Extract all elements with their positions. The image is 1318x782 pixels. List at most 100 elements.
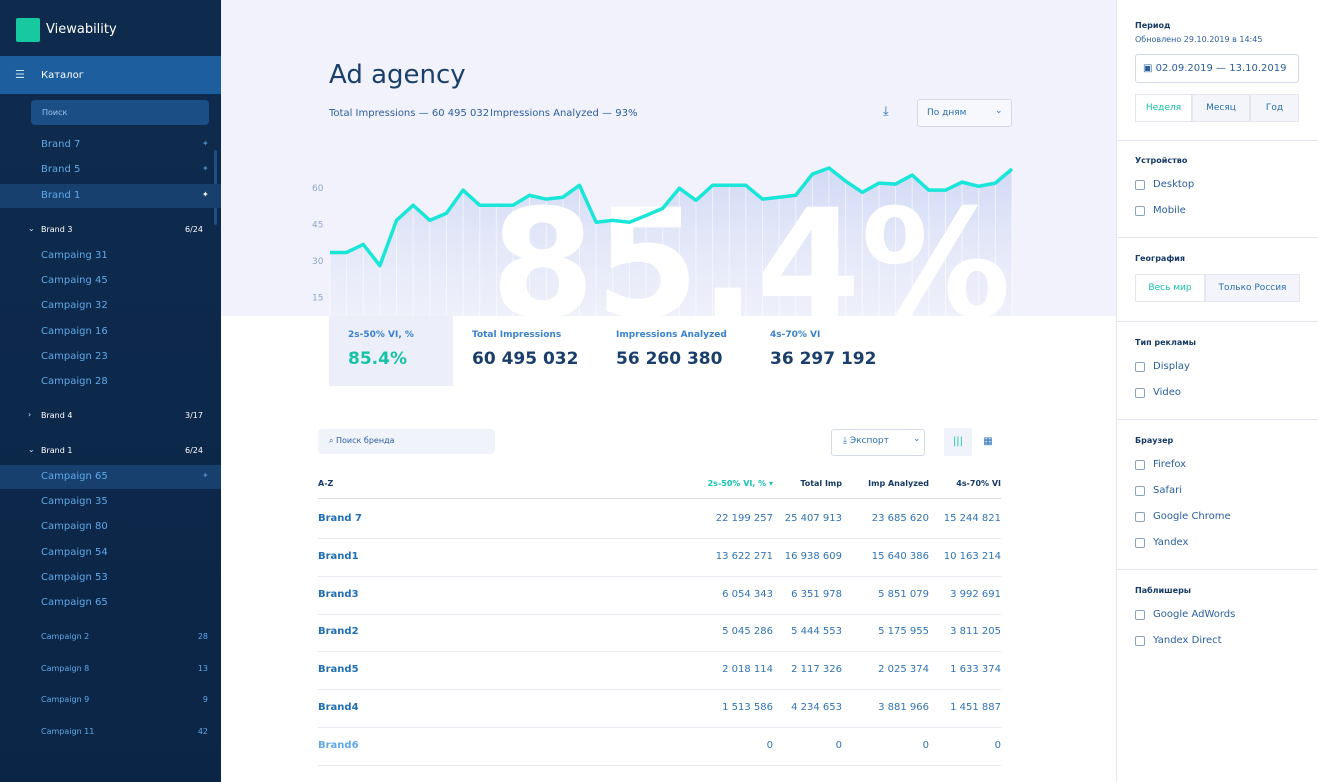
export-button[interactable] [831,429,925,456]
group-name[interactable]: Brand 4 [41,411,73,420]
checkbox[interactable] [1135,512,1145,522]
campaign-count: 28 [197,632,208,641]
campaign[interactable]: Campaign 9 [41,695,90,705]
group-name[interactable]: Brand 3 [41,225,73,234]
cell: 2 117 326 [791,664,842,676]
th[interactable]: Imp Analyzed [868,479,929,488]
campaign[interactable]: Campaign 65 [41,471,108,482]
campaign[interactable]: Campaign 11 [41,726,95,736]
granularity-option[interactable]: Неделя [1135,94,1192,122]
brand-name[interactable]: Brand2 [318,626,359,638]
brand-name[interactable]: Brand1 [318,550,359,562]
brand-name[interactable]: Brand 7 [318,513,363,524]
date-range-box[interactable] [1135,54,1299,83]
watermark: 85.4% [491,178,1011,316]
campaign[interactable]: Campaign 54 [41,546,108,558]
row-rule [318,538,1001,539]
campaign[interactable]: Campaign 16 [41,325,108,337]
th[interactable]: 2s-50% VI, % ▾ [707,479,773,488]
brand-name[interactable]: Brand3 [318,588,359,600]
geo-option[interactable]: Весь мир [1135,274,1205,302]
checkbox[interactable] [1135,610,1145,620]
view-grid[interactable]: ▦ [983,436,993,447]
checkbox[interactable] [1135,538,1145,548]
campaign[interactable]: Campaing 31 [41,250,108,261]
kpi-value: 36 297 192 [770,349,877,369]
updated: Обновлено 29.10.2019 в 14:45 [1135,35,1263,44]
search-box[interactable] [31,100,209,125]
brand-name[interactable]: Brand4 [318,702,359,713]
campaign[interactable]: Campaign 65 [41,597,108,608]
sec-title: Паблишеры [1135,586,1192,595]
campaign[interactable]: Campaign 32 [41,300,108,312]
sec-title: Устройство [1135,156,1188,165]
option[interactable]: Mobile [1153,205,1186,216]
th[interactable]: Total Imp [800,479,842,488]
brand-search[interactable] [318,429,495,454]
campaign[interactable]: Campaign 53 [41,571,108,583]
row-rule [318,575,1001,577]
row-highlight [0,183,221,208]
campaign-count: 13 [197,663,208,673]
option[interactable]: Google AdWords [1153,609,1236,620]
export-menu[interactable]: ⌄ [913,434,921,444]
pinned-item[interactable]: Brand 1 [41,189,81,201]
campaign[interactable]: Campaign 35 [41,496,108,508]
checkbox[interactable] [1135,206,1145,216]
th[interactable]: 4s-70% VI [956,479,1001,488]
option[interactable]: Video [1153,387,1182,398]
export-text: ⤓ Экспорт [843,436,889,446]
cell: 15 244 821 [943,513,1001,524]
granularity-option[interactable]: Месяц [1192,94,1250,122]
th[interactable]: A-Z [318,479,334,488]
campaign[interactable]: Campaign 80 [41,521,108,533]
cell: 16 938 609 [784,550,842,562]
campaign[interactable]: Campaign 2 [41,632,90,641]
brand-name[interactable]: Brand5 [318,664,359,676]
campaign[interactable]: Campaing 45 [41,275,108,287]
campaign[interactable]: Campaign 23 [41,350,108,362]
checkbox[interactable] [1135,636,1145,646]
checkbox[interactable] [1135,180,1145,190]
option[interactable]: Display [1153,361,1190,372]
sidebar: Viewability ☰ Каталог Поиск Brand 7 ✦ Brand 5 ✦… [0,0,221,782]
period-select[interactable] [917,99,1012,127]
view-columns[interactable]: ||| [944,428,972,456]
catalog[interactable]: Каталог [41,70,84,81]
option[interactable]: Firefox [1153,459,1187,470]
header-rule [318,498,1001,499]
chart: 15 30 45 60 85.4% [312,166,1014,316]
y-tick-label: 30 [312,257,324,267]
brand-name[interactable]: Brand6 [318,739,359,751]
campaign[interactable]: Campaign 8 [41,663,90,673]
catalog-icon: ☰ [15,68,25,81]
option[interactable]: Yandex [1153,537,1189,548]
divider [1117,140,1318,141]
campaign[interactable]: Campaign 28 [41,376,108,387]
sec-title: Период [1135,21,1171,30]
geo-option[interactable]: Только Россия [1205,274,1300,302]
group-name[interactable]: Brand 1 [41,446,73,455]
cell: 5 045 286 [722,626,773,638]
option[interactable]: Google Chrome [1153,511,1231,522]
cell: 3 881 966 [878,702,929,713]
kpi-value: 56 260 380 [616,349,723,369]
cell: 4 234 653 [791,702,842,713]
checkbox[interactable] [1135,362,1145,372]
granularity-option[interactable]: Год [1250,94,1299,122]
catalog-row[interactable] [0,56,221,94]
checkbox[interactable] [1135,460,1145,470]
pinned-item[interactable]: Brand 5 [41,164,81,176]
checkbox[interactable] [1135,388,1145,398]
cell: 1 633 374 [950,664,1001,676]
cell: 0 [835,739,842,751]
pin-icon: ✦ [202,139,209,148]
option[interactable]: Safari [1153,485,1183,496]
kpi-value: 85.4% [348,349,407,369]
download-button[interactable]: ⤓ [883,104,889,119]
checkbox[interactable] [1135,486,1145,496]
search: Поиск [42,108,68,117]
option[interactable]: Desktop [1153,179,1195,190]
pinned-item[interactable]: Brand 7 [41,139,81,150]
option[interactable]: Yandex Direct [1153,635,1222,646]
